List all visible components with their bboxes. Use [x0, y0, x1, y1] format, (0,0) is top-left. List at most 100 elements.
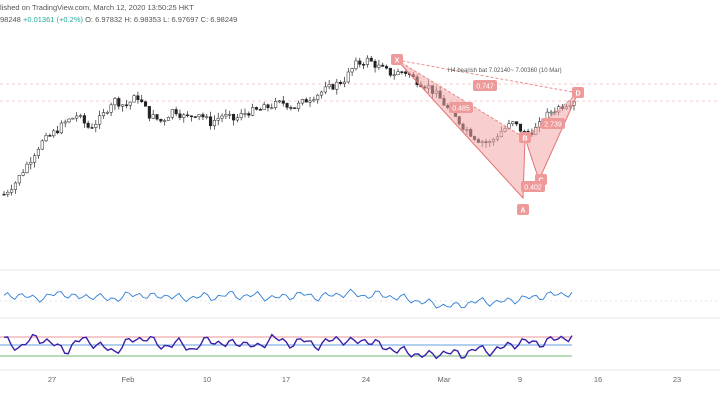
pattern-note: H4 bearish bat 7.02140~ 7.00360 (10 Mar) [448, 68, 562, 74]
candle-body [6, 191, 10, 195]
x-axis: 27 Feb 10 17 24 Mar 9 16 23 [48, 375, 681, 384]
candle-body [277, 100, 281, 103]
candle-body [392, 74, 396, 77]
candle-body [243, 113, 247, 115]
ratio-box [521, 181, 545, 192]
candle-body [189, 115, 193, 118]
chart-header-ohlc: 98248 +0.01361 (+0.2%) O: 6.97832 H: 6.9… [0, 13, 237, 27]
candle-body [354, 60, 358, 69]
candle-body [136, 95, 140, 100]
x-tick-label: 23 [673, 375, 681, 384]
candle-body [308, 100, 312, 103]
candle-body [231, 113, 236, 121]
ratio-box [449, 102, 473, 113]
candle-body [75, 115, 79, 119]
ratio-label: 0.485 [452, 106, 470, 113]
candle-body [98, 115, 102, 125]
candle-body [323, 86, 327, 93]
x-tick-label: Feb [122, 375, 135, 384]
candle-body [174, 109, 178, 115]
candle-body [86, 122, 90, 128]
candle-body [327, 84, 331, 88]
ratio-label: 2.739 [544, 122, 562, 129]
candle-body [239, 113, 243, 118]
candle-body [373, 61, 377, 68]
candle-body [266, 104, 270, 108]
candle-body [182, 114, 186, 118]
candle-body [105, 112, 109, 114]
candle-body [78, 115, 83, 117]
x-tick-label: 17 [282, 375, 290, 384]
candle-body [40, 140, 44, 150]
candle-body [270, 107, 274, 109]
candle-body [33, 155, 37, 163]
candle-body [400, 71, 404, 73]
ratio-label: 0.747 [476, 84, 494, 91]
candle-body [316, 94, 320, 100]
ratio-box [473, 80, 497, 91]
candle-body [143, 101, 148, 107]
candle-body [117, 98, 121, 107]
candle-body [342, 81, 347, 84]
x-tick-label: 24 [362, 375, 370, 384]
candle-body [274, 100, 278, 108]
candle-body [293, 107, 297, 109]
last-price: 98248 [0, 15, 21, 24]
candle-body [235, 117, 239, 121]
candle-body [224, 114, 228, 117]
candle-body [549, 111, 553, 114]
candle-body [21, 172, 25, 176]
pattern-xd-line [396, 59, 579, 94]
candle-body [297, 102, 301, 109]
candle-body [209, 116, 213, 127]
chart-header-line1: lished on TradingView.com, March 12, 202… [0, 0, 194, 16]
candle-body [281, 100, 285, 104]
point-label-d: D [575, 91, 580, 98]
candle-body [404, 71, 408, 74]
candle-body [358, 60, 362, 65]
candle-body [186, 114, 190, 117]
pattern-bd-line [524, 92, 579, 139]
candle-body [396, 71, 400, 76]
candle-body [247, 113, 251, 116]
candle-body [56, 130, 60, 134]
candle-body [10, 189, 14, 193]
candle-body [113, 98, 117, 106]
candle-body [59, 122, 63, 134]
candle-body [82, 115, 86, 124]
candle-body [515, 121, 519, 125]
candle-body [94, 123, 98, 128]
x-tick-label: 9 [518, 375, 522, 384]
candle-body [377, 64, 381, 68]
candle-body [254, 107, 259, 110]
candle-body [319, 91, 324, 96]
point-label-x: X [395, 58, 400, 65]
candle-body [71, 117, 75, 120]
candle-body [228, 113, 232, 116]
candle-body [285, 103, 289, 108]
candle-body [312, 99, 316, 102]
candle-body [17, 175, 21, 184]
oscillator-panel [0, 333, 573, 360]
candle-body [48, 135, 52, 137]
point-label-box-x [391, 54, 403, 65]
candle-body [2, 193, 6, 196]
candle-body [166, 117, 171, 121]
candle-body [220, 115, 224, 119]
candle-body [331, 84, 335, 90]
candle-body [67, 118, 71, 123]
ratio-label: 0.402 [524, 185, 542, 192]
high-value: H: 6.98353 [124, 15, 162, 24]
candle-body [13, 182, 18, 190]
candle-body [197, 114, 201, 118]
candle-body [365, 57, 369, 65]
publish-info: lished on TradingView.com, March 12, 202… [0, 3, 194, 12]
candle-body [304, 99, 308, 103]
candle-body [121, 104, 125, 107]
candle-body [25, 163, 29, 173]
candle-body [178, 113, 182, 118]
rsi-panel [3, 288, 573, 309]
candle-body [36, 148, 40, 156]
candle-body [216, 117, 220, 121]
